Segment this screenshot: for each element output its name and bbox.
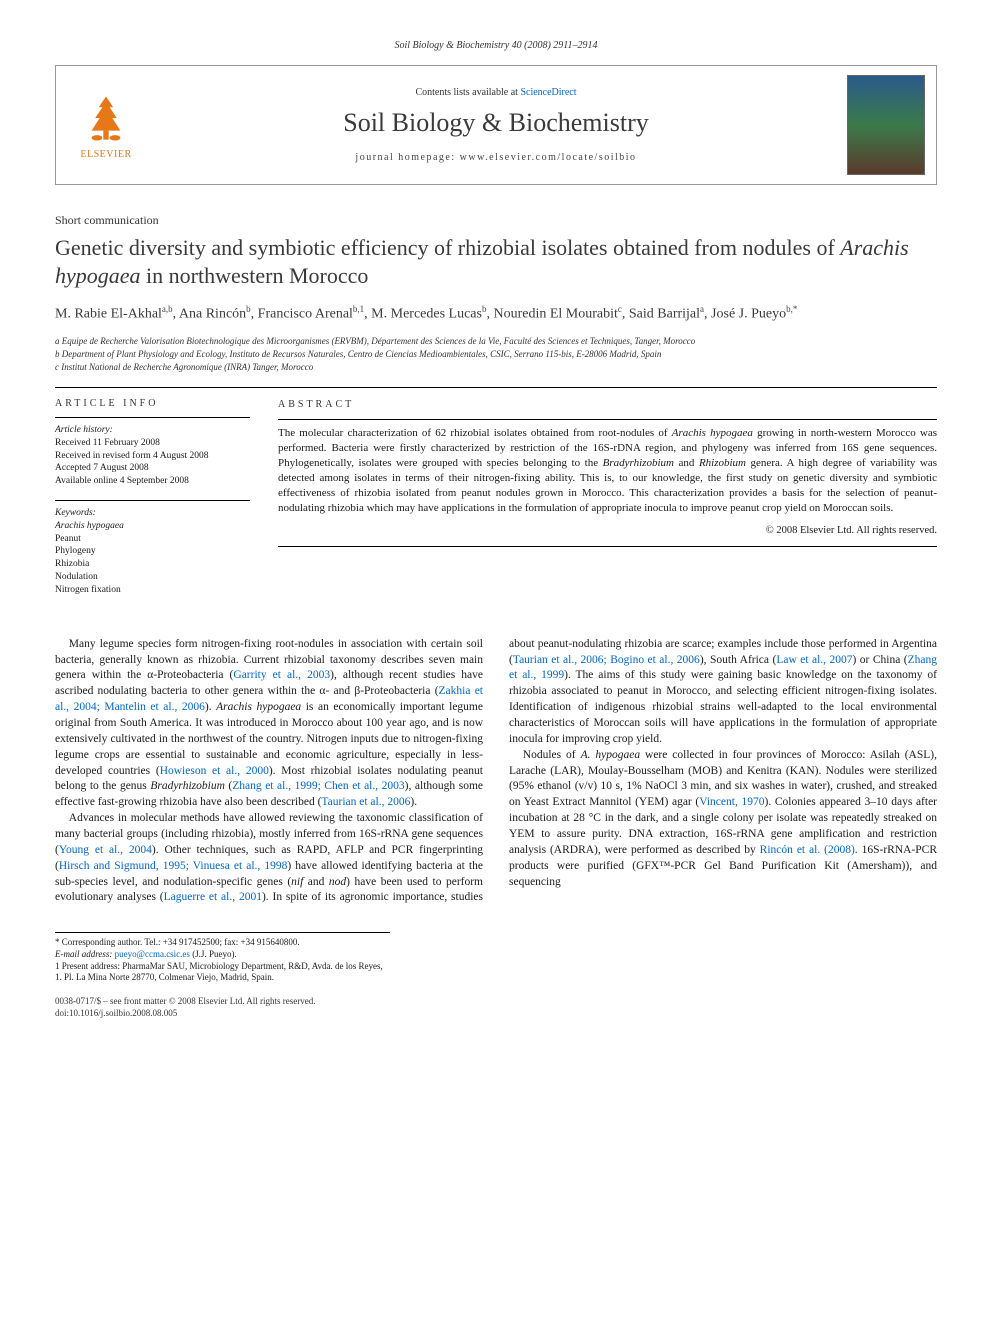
contents-prefix: Contents lists available at: [415, 87, 520, 98]
footer: 0038-0717/$ – see front matter © 2008 El…: [55, 996, 937, 1019]
history-item: Accepted 7 August 2008: [55, 462, 250, 475]
divider: [278, 419, 937, 420]
body-text: Many legume species form nitrogen-fixing…: [55, 637, 937, 907]
journal-title: Soil Biology & Biochemistry: [343, 108, 649, 138]
homepage-url[interactable]: www.elsevier.com/locate/soilbio: [460, 152, 637, 163]
history-item: Received 11 February 2008: [55, 437, 250, 450]
page: Soil Biology & Biochemistry 40 (2008) 29…: [0, 0, 992, 1049]
footnotes: * Corresponding author. Tel.: +34 917452…: [55, 932, 390, 984]
paragraph: Many legume species form nitrogen-fixing…: [55, 637, 483, 811]
keywords-block: Keywords: Arachis hypogaea Peanut Phylog…: [55, 507, 250, 597]
affiliation-list: a Equipe de Recherche Valorisation Biote…: [55, 335, 937, 373]
keywords-heading: Keywords:: [55, 507, 250, 520]
author-list: M. Rabie El-Akhala,b, Ana Rincónb, Franc…: [55, 303, 937, 325]
email-line: E-mail address: pueyo@ccma.csic.es (J.J.…: [55, 949, 390, 961]
corresponding-author-note: * Corresponding author. Tel.: +34 917452…: [55, 937, 390, 949]
history-item: Received in revised form 4 August 2008: [55, 450, 250, 463]
contents-line: Contents lists available at ScienceDirec…: [415, 87, 576, 98]
article-info-label: ARTICLE INFO: [55, 398, 250, 409]
keyword: Peanut: [55, 533, 250, 546]
keyword: Nodulation: [55, 571, 250, 584]
divider: [55, 500, 250, 501]
abstract-label: ABSTRACT: [278, 398, 937, 412]
homepage-line: journal homepage: www.elsevier.com/locat…: [355, 152, 636, 163]
running-head: Soil Biology & Biochemistry 40 (2008) 29…: [55, 40, 937, 51]
affiliation: b Department of Plant Physiology and Eco…: [55, 348, 937, 360]
affiliation: a Equipe de Recherche Valorisation Biote…: [55, 335, 937, 347]
article-info: ARTICLE INFO Article history: Received 1…: [55, 398, 250, 609]
keyword: Rhizobia: [55, 558, 250, 571]
journal-cover-thumb: [847, 75, 925, 175]
keyword: Phylogeny: [55, 545, 250, 558]
article-history: Article history: Received 11 February 20…: [55, 424, 250, 488]
article-type: Short communication: [55, 213, 937, 228]
present-address-note: 1 Present address: PharmaMar SAU, Microb…: [55, 961, 390, 984]
abstract-text: The molecular characterization of 62 rhi…: [278, 426, 937, 515]
history-item: Available online 4 September 2008: [55, 475, 250, 488]
sciencedirect-link[interactable]: ScienceDirect: [520, 87, 576, 98]
paragraph: Nodules of A. hypogaea were collected in…: [509, 748, 937, 891]
abstract-copyright: © 2008 Elsevier Ltd. All rights reserved…: [278, 524, 937, 538]
keyword: Nitrogen fixation: [55, 584, 250, 597]
email-label: E-mail address:: [55, 949, 112, 959]
email-link[interactable]: pueyo@ccma.csic.es: [115, 949, 190, 959]
affiliation: c Institut National de Recherche Agronom…: [55, 361, 937, 373]
publisher-block: ELSEVIER: [56, 66, 156, 184]
email-author: (J.J. Pueyo).: [192, 949, 237, 959]
abstract: ABSTRACT The molecular characterization …: [278, 398, 937, 609]
footer-copyright: 0038-0717/$ – see front matter © 2008 El…: [55, 996, 937, 1008]
cover-block: [836, 66, 936, 184]
article-title: Genetic diversity and symbiotic efficien…: [55, 234, 937, 289]
masthead-center: Contents lists available at ScienceDirec…: [156, 66, 836, 184]
info-abstract-row: ARTICLE INFO Article history: Received 1…: [55, 398, 937, 609]
divider: [278, 546, 937, 547]
publisher-name: ELSEVIER: [80, 149, 131, 160]
homepage-prefix: journal homepage:: [355, 152, 459, 163]
history-heading: Article history:: [55, 424, 250, 437]
divider: [55, 387, 937, 388]
keyword: Arachis hypogaea: [55, 520, 250, 533]
journal-masthead: ELSEVIER Contents lists available at Sci…: [55, 65, 937, 185]
divider: [55, 417, 250, 418]
footer-doi: doi:10.1016/j.soilbio.2008.08.005: [55, 1008, 937, 1020]
elsevier-tree-icon: [79, 91, 133, 145]
